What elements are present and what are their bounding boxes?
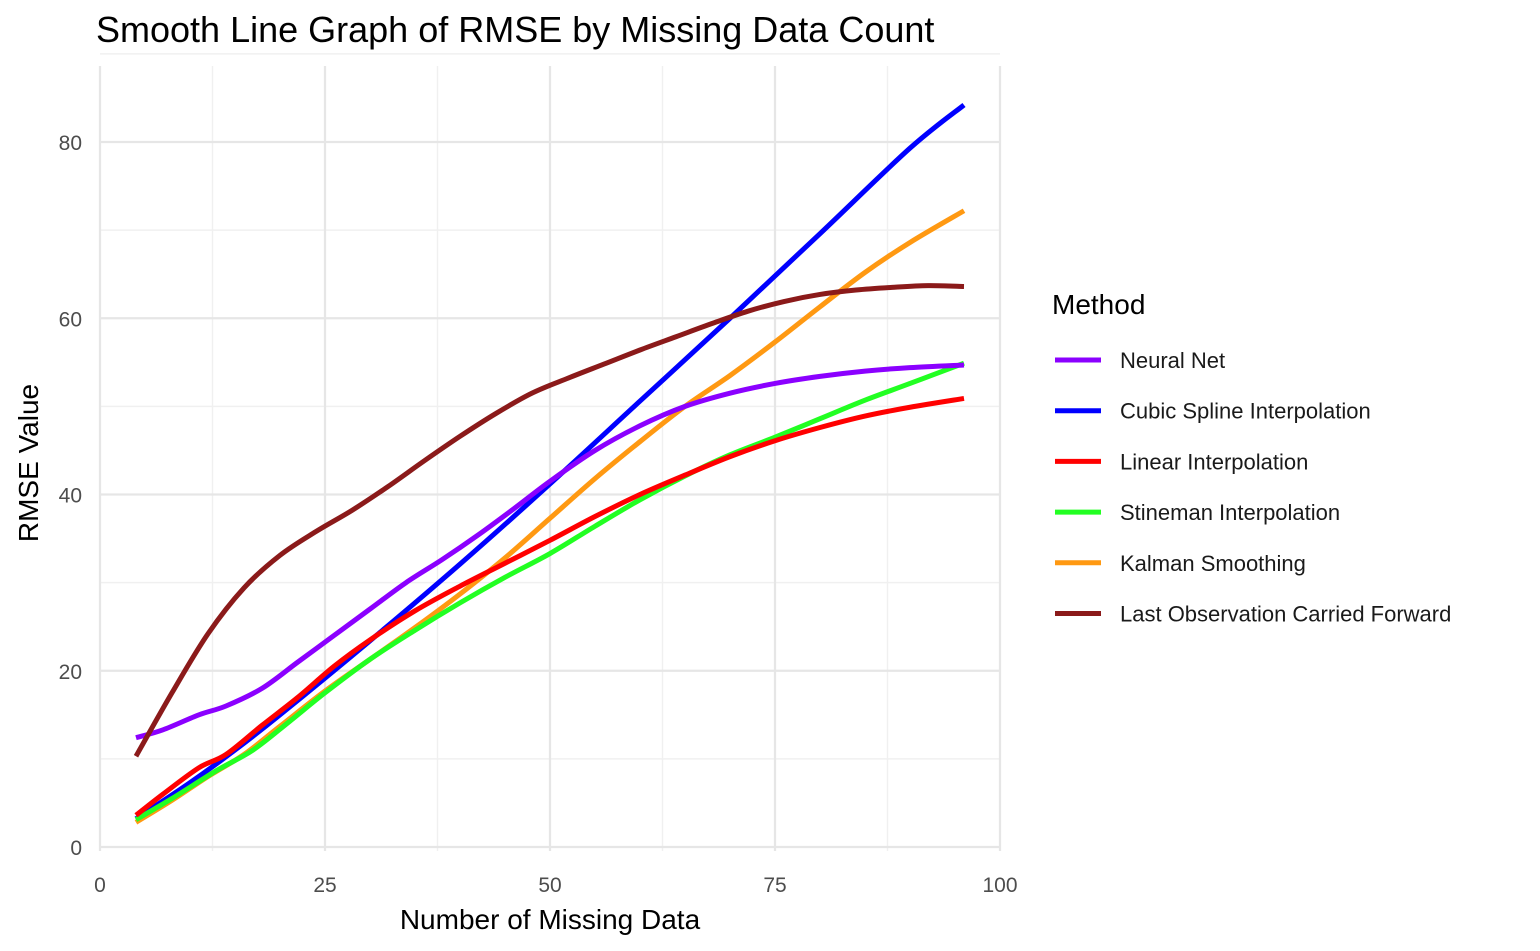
x-tick-label: 0 [94, 874, 106, 897]
x-tick-label: 50 [538, 874, 561, 897]
x-axis-ticks: 0 25 50 75 100 [94, 874, 1017, 897]
grid [98, 53, 1002, 851]
x-tick-label: 75 [763, 874, 786, 897]
legend-label: Stineman Interpolation [1120, 500, 1340, 525]
y-tick-label: 20 [59, 661, 82, 684]
legend: Method Neural Net Cubic Spline Interpolat… [1052, 289, 1451, 627]
series-line-stineman-interpolation [134, 360, 965, 822]
legend-item-linear-interpolation: Linear Interpolation [1055, 449, 1308, 474]
legend-item-kalman-smoothing: Kalman Smoothing [1055, 551, 1306, 576]
chart-title: Smooth Line Graph of RMSE by Missing Dat… [96, 9, 934, 50]
legend-item-last-observation-carried-forward: Last Observation Carried Forward [1055, 602, 1451, 627]
series-line-last-observation-carried-forward [133, 283, 965, 758]
series-line-neural-net [135, 362, 965, 741]
x-tick-label: 25 [313, 874, 336, 897]
series-lines [133, 103, 966, 825]
legend-label: Linear Interpolation [1120, 449, 1308, 474]
legend-label: Last Observation Carried Forward [1120, 602, 1451, 627]
x-axis-title: Number of Missing Data [400, 904, 701, 935]
legend-label: Kalman Smoothing [1120, 551, 1306, 576]
y-tick-label: 0 [70, 837, 82, 860]
y-tick-label: 60 [59, 308, 82, 331]
x-tick-label: 100 [982, 874, 1017, 897]
legend-items: Neural Net Cubic Spline Interpolation Line… [1055, 348, 1451, 627]
legend-title: Method [1052, 289, 1145, 320]
series-line-linear-interpolation [134, 395, 965, 818]
y-axis-ticks: 0 20 40 60 80 [59, 132, 82, 860]
y-tick-label: 40 [59, 485, 82, 508]
y-axis-title: RMSE Value [13, 384, 44, 542]
legend-item-cubic-spline-interpolation: Cubic Spline Interpolation [1055, 399, 1371, 424]
y-tick-label: 80 [59, 132, 82, 155]
legend-item-stineman-interpolation: Stineman Interpolation [1055, 500, 1340, 525]
legend-label: Neural Net [1120, 348, 1225, 373]
legend-label: Cubic Spline Interpolation [1120, 399, 1371, 424]
legend-item-neural-net: Neural Net [1055, 348, 1225, 373]
